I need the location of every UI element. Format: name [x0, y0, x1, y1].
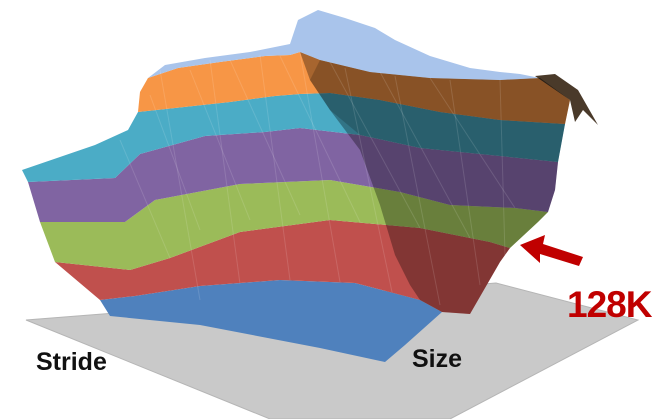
surface-mesh-line — [279, 55, 361, 223]
surface-band-7 — [148, 10, 540, 80]
surface-band-1 — [100, 280, 442, 362]
annotation-arrow — [520, 235, 583, 266]
surface-mesh-line — [499, 79, 506, 256]
surface-band-6 — [138, 52, 570, 124]
surface-band-3 — [40, 180, 548, 270]
surface-mesh-line — [259, 54, 291, 281]
surface-mesh-line — [209, 59, 241, 285]
surface-edge-flap — [535, 74, 598, 125]
surface-band-4 — [28, 128, 558, 222]
surface-band-5 — [22, 93, 565, 182]
surface-mesh-line — [449, 79, 481, 286]
surface-mesh-line — [429, 77, 516, 209]
surface-shadow-right — [300, 52, 570, 314]
surface-band-2 — [55, 220, 510, 314]
x-axis-label: Stride — [36, 348, 107, 376]
surface-mesh-line — [344, 67, 393, 293]
y-axis-label: Size — [412, 345, 463, 373]
surface-mesh-line — [189, 69, 251, 221]
annotation-label: 128K — [567, 284, 652, 325]
surface-mesh-line — [394, 75, 441, 306]
surface-mesh-line — [329, 61, 421, 229]
surface-mesh-line — [229, 59, 301, 216]
surface-mesh-line — [119, 139, 171, 259]
surface-shadow-back — [310, 60, 570, 162]
surface-mesh-line — [299, 51, 341, 283]
surface-mesh-line — [149, 94, 201, 231]
surface-mesh-line — [159, 69, 201, 301]
surface-mesh-line — [379, 71, 471, 239]
